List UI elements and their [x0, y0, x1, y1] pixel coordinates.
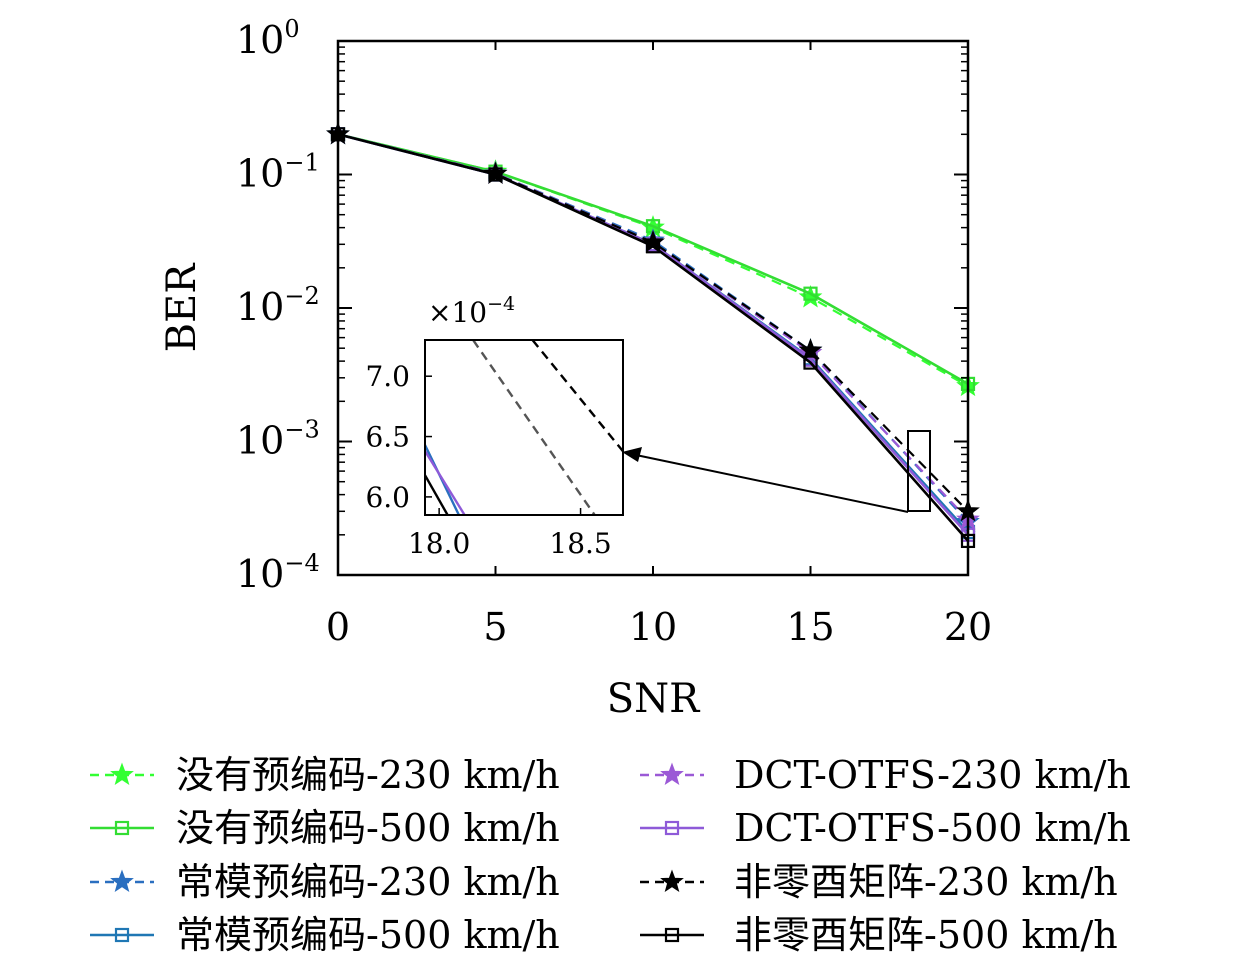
- x-axis: 0 5 10 15 20: [326, 41, 992, 649]
- legend-item-5: DCT-OTFS-500 km/h: [640, 806, 1131, 850]
- x-tick-label: 0: [326, 605, 350, 649]
- y-tick-label: 10−2: [236, 282, 320, 329]
- inset-x-tick-label: 18.5: [549, 527, 611, 560]
- inset-line-4: [425, 474, 449, 515]
- zoom-arrow-head: [622, 447, 642, 462]
- inset-y-tick-label: 7.0: [365, 360, 410, 393]
- legend-swatch-marker: [114, 820, 130, 836]
- legend-label: 常模预编码-230 km/h: [176, 860, 560, 904]
- x-axis-title: SNR: [607, 676, 701, 722]
- inset-line-3: [425, 450, 466, 515]
- x-tick-label: 20: [944, 605, 992, 649]
- legend-label: 没有预编码-230 km/h: [176, 753, 560, 797]
- x-tick-label: 10: [629, 605, 677, 649]
- legend-item-3: 常模预编码-500 km/h: [90, 913, 560, 957]
- inset-x-axis: 18.0 18.5: [408, 508, 612, 560]
- inset-multiplier: ×10−4: [428, 293, 515, 329]
- inset-y-tick-label: 6.5: [365, 421, 410, 454]
- legend-item-2: 常模预编码-230 km/h: [90, 860, 560, 904]
- legend-swatch-marker: [110, 762, 134, 786]
- legend-label: 没有预编码-500 km/h: [176, 806, 560, 850]
- inset-background: [425, 340, 623, 515]
- legend-label: DCT-OTFS-230 km/h: [734, 753, 1131, 797]
- legend-swatch-marker: [660, 762, 684, 786]
- series-point-1: [803, 286, 818, 301]
- legend-label: DCT-OTFS-500 km/h: [734, 806, 1131, 850]
- y-axis: 100 10−1 10−2 10−3 10−4: [236, 15, 968, 596]
- legend-label: 非零酉矩阵-230 km/h: [734, 860, 1118, 904]
- series-point-7: [488, 167, 503, 182]
- legend-item-6: 非零酉矩阵-230 km/h: [640, 860, 1118, 904]
- inset-line-0: [531, 340, 623, 454]
- legend-swatch-marker: [664, 927, 680, 943]
- series-point-7: [645, 239, 661, 254]
- legend-swatch-marker: [660, 869, 684, 893]
- zoom-region-box: [907, 430, 931, 512]
- series-layer: [326, 121, 980, 549]
- zoom-arrow-line: [635, 454, 909, 513]
- series-line-7: [337, 133, 969, 542]
- legend-label: 常模预编码-500 km/h: [176, 913, 560, 957]
- inset-series-layer: [425, 340, 623, 515]
- inset-line-1: [472, 340, 596, 515]
- legend-label: 非零酉矩阵-500 km/h: [734, 913, 1118, 957]
- legend-item-0: 没有预编码-230 km/h: [90, 753, 560, 797]
- inset-y-tick-label: 6.0: [365, 481, 410, 514]
- series-point-6: [483, 161, 508, 184]
- legend-item-1: 没有预编码-500 km/h: [90, 806, 560, 850]
- legend-item-7: 非零酉矩阵-500 km/h: [640, 913, 1118, 957]
- inset-chart: 18.0 18.5 7.0 6.5 6.0 ×10−4: [365, 293, 624, 560]
- y-axis-title: BER: [159, 262, 205, 353]
- legend-swatch-marker: [114, 927, 130, 943]
- y-tick-label: 10−4: [236, 549, 320, 596]
- y-tick-label: 10−3: [236, 416, 320, 463]
- inset-x-tick-label: 18.0: [408, 527, 470, 560]
- series-point-0: [798, 284, 823, 308]
- x-tick-label: 15: [786, 605, 834, 649]
- legend-swatch-marker: [664, 820, 680, 836]
- legend-swatch-marker: [110, 869, 134, 893]
- legend: 没有预编码-230 km/h 没有预编码-500 km/h 常模预编码-230 km…: [90, 753, 1131, 957]
- series-point-6: [798, 338, 823, 361]
- legend-item-4: DCT-OTFS-230 km/h: [640, 753, 1131, 797]
- y-tick-label: 10−1: [236, 149, 320, 196]
- y-tick-label: 100: [236, 15, 300, 62]
- series-point-7: [803, 355, 818, 370]
- inset-frame: [424, 339, 624, 516]
- inset-y-axis: 7.0 6.5 6.0: [365, 360, 432, 514]
- x-tick-label: 5: [483, 605, 507, 649]
